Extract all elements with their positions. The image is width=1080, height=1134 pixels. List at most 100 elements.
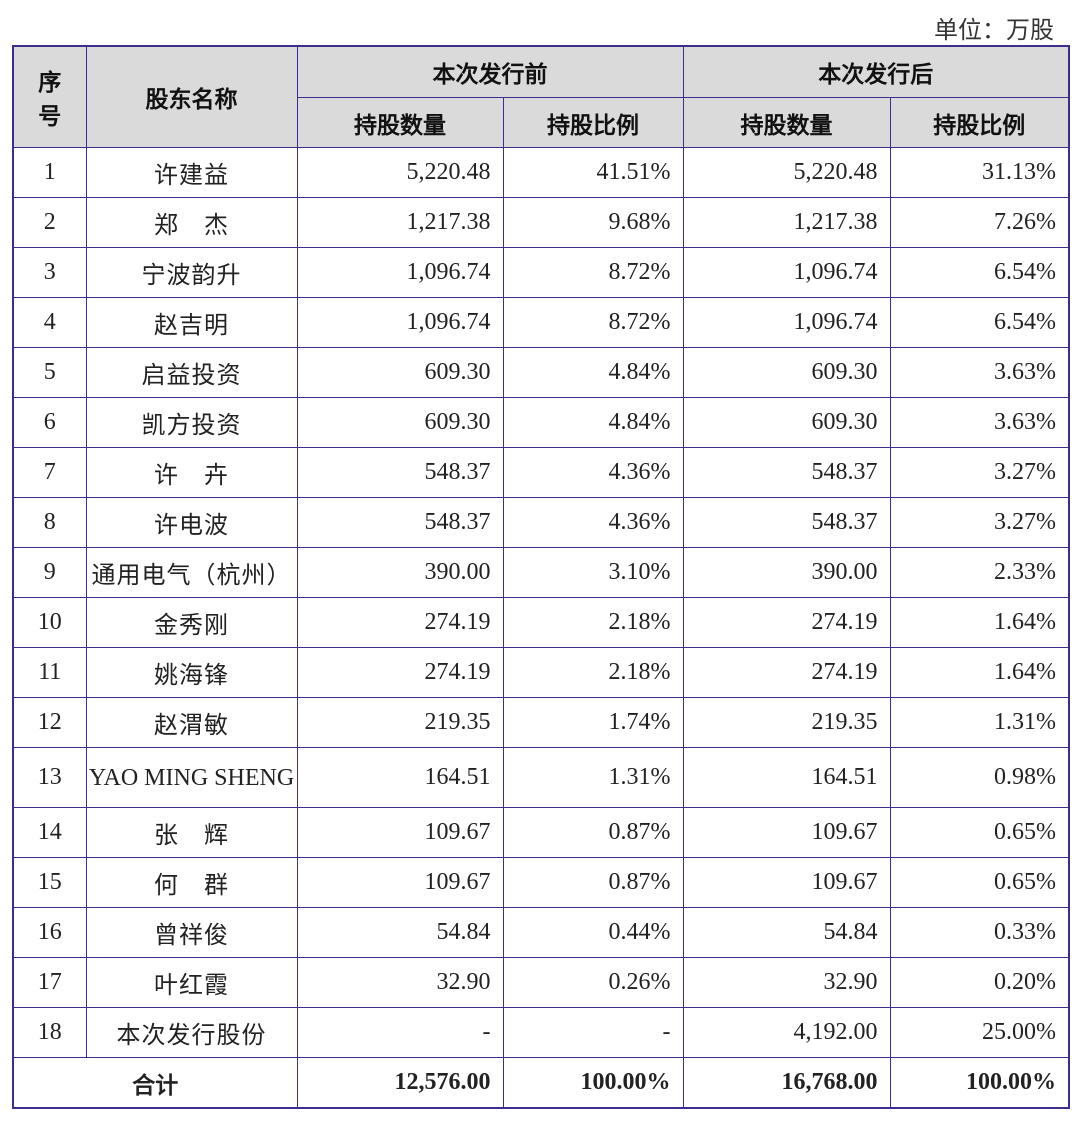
after-percent: 7.26% xyxy=(889,197,1070,248)
before-percent: 0.44% xyxy=(502,907,684,958)
table-row: 6 凯方投资 609.30 4.84% 609.30 3.63% xyxy=(12,397,1070,448)
header-name: 股东名称 xyxy=(85,45,298,148)
after-quantity: 54.84 xyxy=(682,907,891,958)
row-number: 1 xyxy=(12,147,87,198)
row-number: 14 xyxy=(12,807,87,858)
shareholder-name: 叶红霞 xyxy=(85,957,298,1008)
before-percent: 0.26% xyxy=(502,957,684,1008)
table-row: 1 许建益 5,220.48 41.51% 5,220.48 31.13% xyxy=(12,147,1070,198)
shareholder-name: 启益投资 xyxy=(85,347,298,398)
after-quantity: 274.19 xyxy=(682,597,891,648)
after-percent: 0.33% xyxy=(889,907,1070,958)
row-number: 16 xyxy=(12,907,87,958)
shareholder-name: 许电波 xyxy=(85,497,298,548)
after-percent: 6.54% xyxy=(889,297,1070,348)
table-row: 11 姚海锋 274.19 2.18% 274.19 1.64% xyxy=(12,647,1070,698)
before-percent: 4.36% xyxy=(502,497,684,548)
after-quantity: 548.37 xyxy=(682,497,891,548)
unit-label: 单位：万股 xyxy=(934,18,1054,44)
table-row: 9 通用电气（杭州） 390.00 3.10% 390.00 2.33% xyxy=(12,547,1070,598)
after-percent: 2.33% xyxy=(889,547,1070,598)
before-percent: 4.84% xyxy=(502,347,684,398)
after-percent: 0.98% xyxy=(889,747,1070,808)
after-percent: 0.65% xyxy=(889,807,1070,858)
before-quantity: 274.19 xyxy=(296,647,504,698)
before-quantity: 609.30 xyxy=(296,397,504,448)
before-quantity: 164.51 xyxy=(296,747,504,808)
after-percent: 0.65% xyxy=(889,857,1070,908)
after-quantity: 164.51 xyxy=(682,747,891,808)
row-number: 6 xyxy=(12,397,87,448)
before-quantity: 609.30 xyxy=(296,347,504,398)
total-before-percent: 100.00% xyxy=(502,1057,684,1109)
before-percent: 2.18% xyxy=(502,647,684,698)
header-seq-line2: 号 xyxy=(38,104,62,130)
before-percent: 4.84% xyxy=(502,397,684,448)
before-quantity: 54.84 xyxy=(296,907,504,958)
before-percent: 0.87% xyxy=(502,807,684,858)
after-quantity: 609.30 xyxy=(682,397,891,448)
before-quantity: 1,217.38 xyxy=(296,197,504,248)
row-number: 13 xyxy=(12,747,87,808)
total-after-quantity: 16,768.00 xyxy=(682,1057,891,1109)
header-seq-line1: 序 xyxy=(38,70,62,96)
after-quantity: 609.30 xyxy=(682,347,891,398)
after-percent: 3.27% xyxy=(889,447,1070,498)
row-number: 17 xyxy=(12,957,87,1008)
before-percent: 1.74% xyxy=(502,697,684,748)
table-row: 8 许电波 548.37 4.36% 548.37 3.27% xyxy=(12,497,1070,548)
header-seq: 序号 xyxy=(12,45,87,148)
before-percent: 8.72% xyxy=(502,297,684,348)
row-number: 5 xyxy=(12,347,87,398)
before-quantity: 109.67 xyxy=(296,807,504,858)
before-quantity: 390.00 xyxy=(296,547,504,598)
table-row: 12 赵渭敏 219.35 1.74% 219.35 1.31% xyxy=(12,697,1070,748)
after-quantity: 1,217.38 xyxy=(682,197,891,248)
row-number: 18 xyxy=(12,1007,87,1058)
row-number: 9 xyxy=(12,547,87,598)
row-number: 12 xyxy=(12,697,87,748)
shareholder-name: 何 群 xyxy=(85,857,298,908)
table-row: 17 叶红霞 32.90 0.26% 32.90 0.20% xyxy=(12,957,1070,1008)
before-quantity: 1,096.74 xyxy=(296,247,504,298)
shareholder-name: 郑 杰 xyxy=(85,197,298,248)
table-row: 13 YAO MING SHENG 164.51 1.31% 164.51 0.98% xyxy=(12,747,1070,808)
after-quantity: 274.19 xyxy=(682,647,891,698)
after-quantity: 109.67 xyxy=(682,857,891,908)
header-after-pct: 持股比例 xyxy=(889,97,1070,148)
row-number: 11 xyxy=(12,647,87,698)
total-after-percent: 100.00% xyxy=(889,1057,1070,1109)
shareholder-name: 宁波韵升 xyxy=(85,247,298,298)
before-percent: 8.72% xyxy=(502,247,684,298)
shareholder-name: YAO MING SHENG xyxy=(85,747,298,808)
before-percent: 3.10% xyxy=(502,547,684,598)
after-percent: 3.63% xyxy=(889,397,1070,448)
header-before-qty: 持股数量 xyxy=(296,97,504,148)
after-percent: 1.64% xyxy=(889,647,1070,698)
after-quantity: 548.37 xyxy=(682,447,891,498)
shareholder-name: 本次发行股份 xyxy=(85,1007,298,1058)
table-row: 18 本次发行股份 - -4,192.00 25.00% xyxy=(12,1007,1070,1058)
before-quantity: 548.37 xyxy=(296,497,504,548)
before-percent: 9.68% xyxy=(502,197,684,248)
after-quantity: 5,220.48 xyxy=(682,147,891,198)
row-number: 8 xyxy=(12,497,87,548)
shareholder-name: 通用电气（杭州） xyxy=(85,547,298,598)
before-percent: 1.31% xyxy=(502,747,684,808)
row-number: 15 xyxy=(12,857,87,908)
row-number: 7 xyxy=(12,447,87,498)
before-quantity: 548.37 xyxy=(296,447,504,498)
before-quantity: 219.35 xyxy=(296,697,504,748)
shareholder-name: 赵渭敏 xyxy=(85,697,298,748)
after-percent: 3.63% xyxy=(889,347,1070,398)
shareholder-name: 金秀刚 xyxy=(85,597,298,648)
after-percent: 0.20% xyxy=(889,957,1070,1008)
shareholder-name: 曾祥俊 xyxy=(85,907,298,958)
after-percent: 25.00% xyxy=(889,1007,1070,1058)
after-quantity: 4,192.00 xyxy=(682,1007,891,1058)
before-percent: 41.51% xyxy=(502,147,684,198)
table-row: 14 张 辉 109.67 0.87% 109.67 0.65% xyxy=(12,807,1070,858)
shareholder-name: 张 辉 xyxy=(85,807,298,858)
shareholder-name: 姚海锋 xyxy=(85,647,298,698)
before-percent: 2.18% xyxy=(502,597,684,648)
